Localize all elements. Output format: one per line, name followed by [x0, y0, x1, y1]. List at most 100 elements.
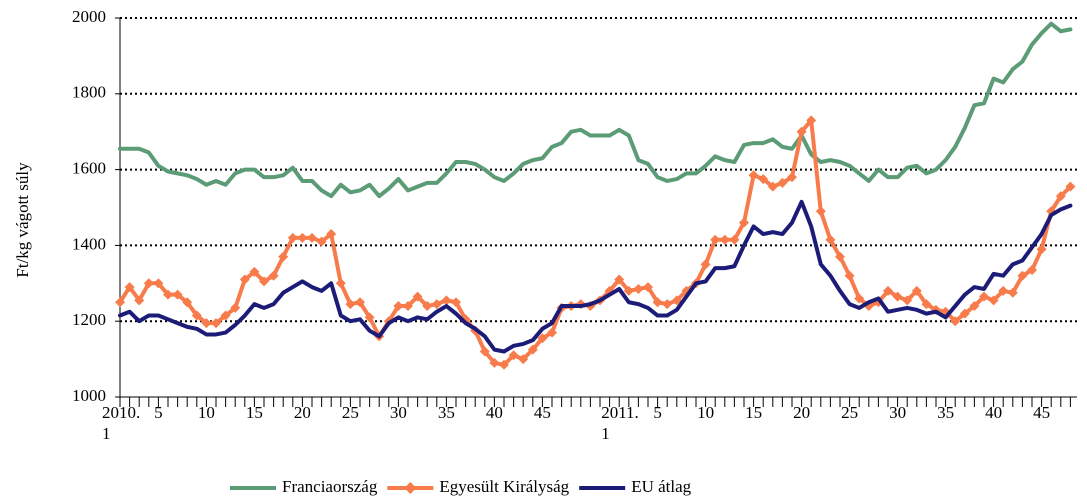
marker — [297, 232, 308, 243]
marker — [671, 295, 682, 306]
marker — [153, 278, 164, 289]
marker — [1036, 244, 1047, 255]
x-tick-label: 25 — [341, 403, 359, 422]
x-tick-label: 20 — [293, 403, 311, 422]
x-tick-label: 2011. 1 — [601, 403, 639, 443]
marker — [825, 234, 836, 245]
marker — [1017, 270, 1028, 281]
x-tick-label: 25 — [841, 403, 859, 422]
marker — [355, 297, 365, 308]
y-tick-label: 1000 — [72, 386, 106, 405]
marker — [844, 270, 855, 281]
marker — [230, 302, 241, 313]
marker — [547, 327, 557, 338]
marker — [278, 251, 289, 262]
y-tick-label: 1600 — [72, 159, 106, 178]
x-tick-label: 40 — [485, 403, 503, 422]
marker — [777, 177, 788, 188]
marker — [115, 297, 125, 308]
marker — [287, 232, 298, 243]
marker — [892, 291, 903, 302]
marker — [902, 295, 913, 306]
marker — [700, 259, 711, 270]
marker — [499, 359, 509, 370]
marker — [191, 310, 202, 321]
x-tick-label: 2010. 1 — [102, 403, 141, 443]
marker — [729, 234, 740, 245]
x-tick-label: 15 — [245, 403, 263, 422]
marker — [796, 126, 807, 137]
marker — [998, 285, 1009, 296]
marker — [1055, 191, 1066, 202]
marker — [508, 350, 519, 361]
y-axis-label: Ft/kg vágott súly — [13, 162, 32, 278]
marker — [1065, 181, 1076, 192]
marker — [259, 276, 269, 287]
marker — [403, 301, 413, 312]
legend-label: Franciaország — [282, 477, 378, 496]
marker — [950, 316, 961, 327]
marker — [335, 278, 346, 289]
x-tick-label: 5 — [154, 403, 163, 422]
marker — [451, 297, 461, 308]
marker — [527, 344, 538, 355]
marker — [758, 174, 769, 185]
legend-label: Egyesült Királyság — [439, 477, 569, 496]
marker — [979, 291, 989, 302]
marker — [739, 217, 749, 228]
x-tick-label: 30 — [389, 403, 407, 422]
marker — [969, 301, 980, 312]
marker — [518, 354, 529, 365]
marker — [1007, 287, 1018, 298]
legend-label: EU átlag — [631, 477, 691, 496]
marker — [326, 229, 337, 240]
x-tick-label: 30 — [889, 403, 907, 422]
y-tick-label: 1400 — [72, 234, 106, 253]
x-tick-label: 45 — [1033, 403, 1051, 422]
x-tick-label: 40 — [985, 403, 1003, 422]
marker — [854, 293, 865, 304]
x-tick-label: 5 — [653, 403, 662, 422]
marker — [441, 295, 452, 306]
marker — [172, 289, 183, 300]
marker — [422, 301, 433, 312]
marker — [431, 299, 442, 310]
x-tick-label: 35 — [437, 403, 455, 422]
marker — [748, 170, 759, 181]
marker — [412, 291, 423, 302]
marker — [220, 310, 231, 321]
x-tick-label: 15 — [745, 403, 763, 422]
marker — [614, 274, 625, 285]
marker — [623, 285, 634, 296]
marker — [143, 278, 154, 289]
marker — [710, 234, 721, 245]
marker — [643, 282, 653, 293]
marker — [921, 299, 932, 310]
marker — [815, 206, 826, 217]
marker — [268, 270, 279, 281]
marker — [345, 299, 356, 310]
marker — [652, 297, 663, 308]
marker — [316, 236, 327, 247]
marker — [249, 266, 260, 277]
marker — [182, 297, 193, 308]
marker — [163, 289, 173, 300]
marker — [1027, 265, 1037, 276]
marker — [633, 283, 644, 294]
y-tick-label: 1200 — [72, 310, 106, 329]
marker — [835, 251, 845, 262]
x-tick-label: 20 — [793, 403, 811, 422]
marker — [134, 295, 145, 306]
x-tick-label: 10 — [197, 403, 215, 422]
marker — [211, 318, 221, 329]
marker — [307, 232, 317, 243]
y-tick-label: 1800 — [72, 83, 106, 102]
marker — [239, 274, 250, 285]
marker — [911, 285, 922, 296]
marker — [393, 301, 404, 312]
marker — [719, 234, 730, 245]
legend-marker — [404, 482, 417, 494]
marker — [364, 312, 375, 323]
